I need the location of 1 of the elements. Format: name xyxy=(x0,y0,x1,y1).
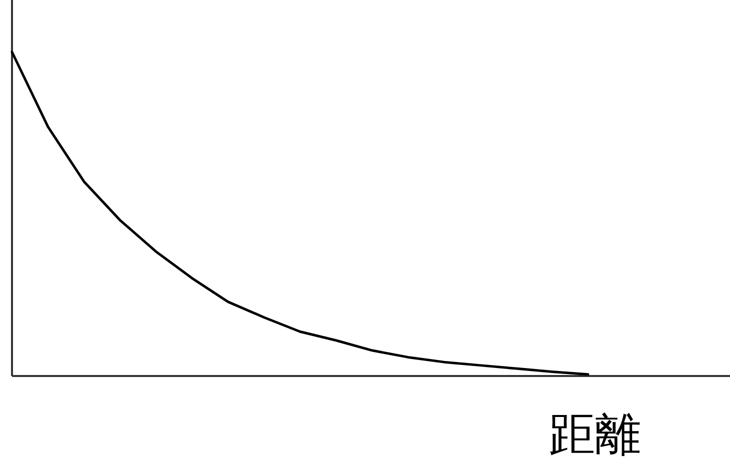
x-axis-title: 距離 xyxy=(549,407,641,461)
